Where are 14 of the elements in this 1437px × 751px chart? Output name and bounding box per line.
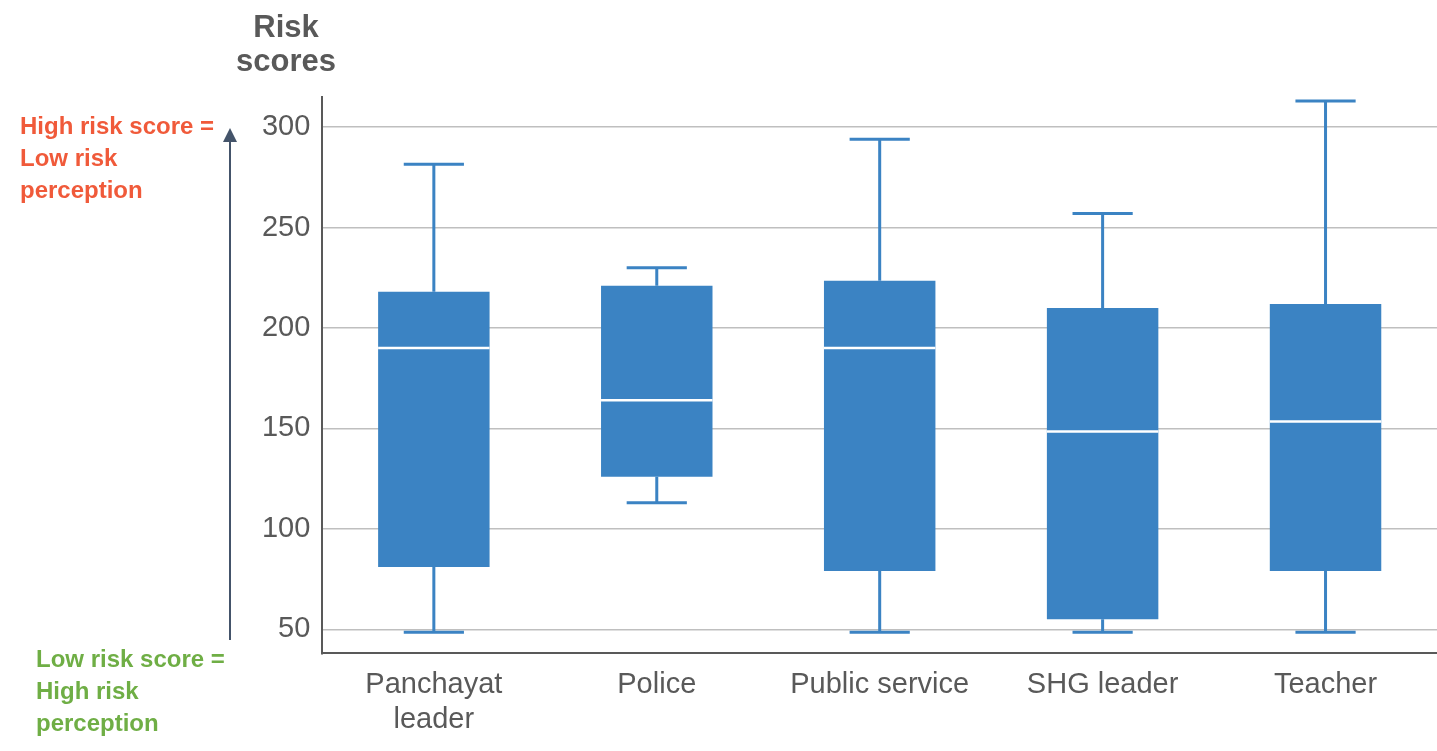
y-tick-label: 300 [261,109,311,142]
x-tick-label: Panchayat leader [365,666,503,734]
y-tick-label: 150 [261,410,311,443]
y-tick-label: 250 [261,209,311,242]
x-tick-label: SHG leader [1026,666,1179,699]
x-tick-label: Public service [790,666,970,699]
y-axis-title: Risk scores [235,9,337,78]
y-tick-label: 200 [261,310,311,342]
x-tick-label: Teacher [1273,666,1378,699]
text: High risk score = Low risk perception [20,111,216,205]
y-tick-label: 50 [278,611,311,644]
y-tick-label: 100 [261,510,311,543]
x-tick-label: Police [617,666,697,699]
text: Low risk score = High risk perception [36,644,226,738]
